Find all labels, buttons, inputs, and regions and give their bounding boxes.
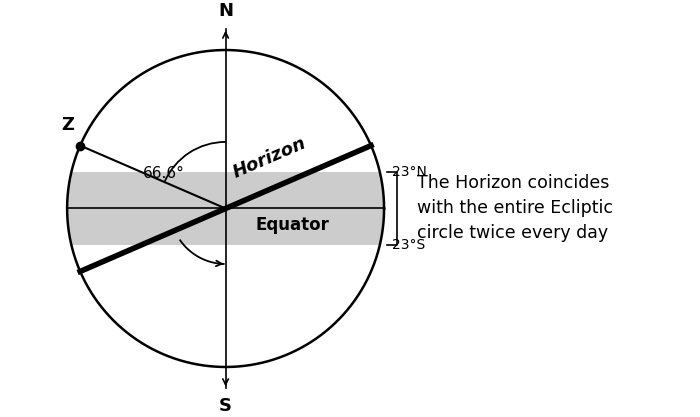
- Polygon shape: [67, 172, 384, 245]
- Text: Z: Z: [61, 116, 74, 134]
- Text: Equator: Equator: [256, 216, 329, 234]
- Text: The Horizon coincides
with the entire Ecliptic
circle twice every day: The Horizon coincides with the entire Ec…: [417, 174, 613, 243]
- Text: 23°S: 23°S: [392, 238, 425, 252]
- Text: S: S: [219, 397, 232, 415]
- Text: 66.6°: 66.6°: [144, 166, 185, 181]
- Text: 23°N: 23°N: [392, 165, 427, 179]
- Text: Horizon: Horizon: [230, 134, 309, 181]
- Text: N: N: [218, 2, 233, 20]
